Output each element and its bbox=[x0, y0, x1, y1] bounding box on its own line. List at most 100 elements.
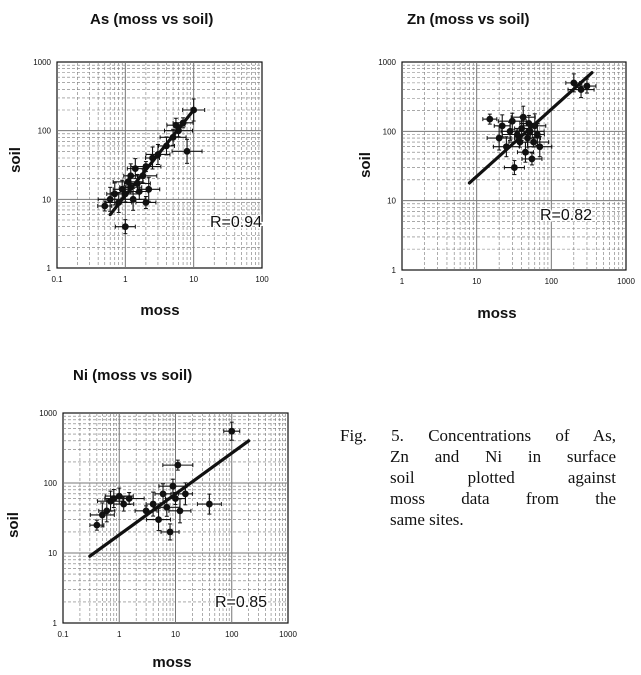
x-axis-label: moss bbox=[140, 302, 179, 319]
chart-panel-zn: Zn (moss vs soil) 1 10 100 1000 1 10 100 1000 mo… bbox=[357, 11, 635, 322]
point-marker bbox=[530, 138, 538, 146]
regression-line bbox=[108, 108, 196, 217]
x-gridlines bbox=[79, 413, 286, 623]
y-tick-label: 10 bbox=[48, 549, 57, 558]
data-point bbox=[171, 138, 203, 164]
point-marker bbox=[519, 113, 527, 121]
point-marker bbox=[183, 147, 191, 155]
y-tick-label: 100 bbox=[38, 127, 52, 136]
y-gridlines bbox=[57, 64, 262, 248]
data-point bbox=[500, 121, 520, 141]
correlation-annotation: R=0.85 bbox=[215, 594, 267, 611]
chart-title-as: As (moss vs soil) bbox=[90, 11, 214, 28]
point-marker bbox=[583, 82, 591, 90]
caption-line-4: moss data from the bbox=[390, 489, 616, 508]
y-tick-label: 1 bbox=[53, 619, 58, 628]
figure-caption: Fig. 5. Concentrations of As, Zn and Ni … bbox=[340, 425, 616, 530]
x-tick-label: 10 bbox=[472, 277, 481, 286]
y-tick-label: 100 bbox=[383, 127, 397, 136]
point-marker bbox=[93, 521, 101, 529]
chart-title-ni: Ni (moss vs soil) bbox=[73, 367, 193, 384]
point-marker bbox=[570, 79, 578, 87]
y-tick-label: 1000 bbox=[33, 58, 51, 67]
y-tick-label: 1 bbox=[392, 266, 397, 275]
point-marker bbox=[145, 185, 153, 193]
point-marker bbox=[121, 223, 129, 231]
y-tick-label: 10 bbox=[387, 197, 396, 206]
point-marker bbox=[176, 507, 184, 515]
point-marker bbox=[142, 199, 150, 206]
point-marker bbox=[149, 500, 157, 508]
x-tick-label: 1000 bbox=[617, 277, 635, 286]
y-tick-label: 1000 bbox=[39, 409, 57, 418]
y-axis-label: soil bbox=[7, 147, 24, 173]
point-marker bbox=[524, 134, 531, 142]
x-tick-label: 1 bbox=[123, 275, 128, 284]
data-point bbox=[497, 112, 527, 130]
point-marker bbox=[498, 122, 506, 130]
x-tick-label: 100 bbox=[545, 277, 559, 286]
regression-line bbox=[88, 439, 251, 558]
data-point bbox=[177, 482, 193, 506]
caption-line-2: Zn and Ni in surface bbox=[390, 447, 616, 466]
y-gridlines bbox=[63, 415, 288, 603]
data-point bbox=[97, 200, 113, 212]
data-point bbox=[89, 519, 105, 531]
x-tick-label: 100 bbox=[225, 630, 239, 639]
point-marker bbox=[486, 115, 494, 123]
chart-title-zn: Zn (moss vs soil) bbox=[407, 11, 530, 28]
point-marker bbox=[508, 117, 516, 125]
y-tick-label: 1 bbox=[47, 264, 52, 273]
caption-line-3: soil plotted against bbox=[390, 468, 616, 487]
data-point bbox=[145, 491, 161, 517]
point-marker bbox=[166, 528, 174, 536]
data-points bbox=[482, 73, 597, 176]
point-marker bbox=[522, 148, 529, 156]
chart-zn-svg: 1 10 100 1000 1 10 100 1000 moss soil R=0.82 bbox=[357, 58, 635, 322]
point-marker bbox=[513, 131, 521, 138]
data-point bbox=[223, 421, 241, 441]
chart-panel-ni: Ni (moss vs soil) 0.1 1 10 100 1000 1 10 100 100… bbox=[0, 0, 320, 675]
x-tick-label: 1 bbox=[117, 630, 122, 639]
caption-line-1: Fig. 5. Concentrations of As, bbox=[340, 426, 616, 445]
data-point bbox=[521, 152, 543, 166]
point-marker bbox=[120, 500, 128, 508]
data-point bbox=[162, 459, 194, 471]
chart-ni-svg: 0.1 1 10 100 1000 1 10 100 1000 moss soil R=0.85 bbox=[5, 409, 297, 671]
x-tick-label: 0.1 bbox=[57, 630, 69, 639]
data-point bbox=[135, 195, 157, 209]
x-gridlines bbox=[424, 62, 623, 270]
point-marker bbox=[205, 500, 213, 508]
point-marker bbox=[101, 202, 109, 210]
y-axis-label: soil bbox=[357, 152, 374, 178]
data-point bbox=[503, 160, 525, 176]
data-point bbox=[168, 498, 192, 524]
y-tick-label: 10 bbox=[42, 195, 51, 204]
y-tick-label: 100 bbox=[44, 479, 58, 488]
x-tick-label: 100 bbox=[255, 275, 269, 284]
data-point bbox=[154, 483, 172, 505]
data-point bbox=[196, 493, 222, 515]
data-point bbox=[160, 523, 180, 541]
point-marker bbox=[536, 143, 544, 151]
point-marker bbox=[103, 507, 111, 515]
point-marker bbox=[528, 155, 536, 163]
data-point bbox=[146, 508, 172, 532]
point-marker bbox=[182, 490, 189, 498]
point-marker bbox=[172, 121, 180, 129]
point-marker bbox=[106, 195, 114, 203]
correlation-annotation: R=0.94 bbox=[210, 214, 262, 231]
x-tick-label: 1000 bbox=[279, 630, 297, 639]
point-marker bbox=[533, 131, 541, 138]
x-tick-label: 10 bbox=[171, 630, 180, 639]
x-axis-label: moss bbox=[477, 305, 516, 322]
y-tick-label: 1000 bbox=[378, 58, 396, 67]
point-marker bbox=[228, 427, 236, 435]
data-point bbox=[527, 136, 553, 158]
point-marker bbox=[174, 461, 182, 469]
data-points bbox=[89, 421, 241, 541]
plot-area bbox=[56, 61, 263, 269]
data-point bbox=[518, 136, 550, 148]
x-tick-label: 1 bbox=[400, 277, 405, 286]
data-point bbox=[113, 492, 145, 506]
